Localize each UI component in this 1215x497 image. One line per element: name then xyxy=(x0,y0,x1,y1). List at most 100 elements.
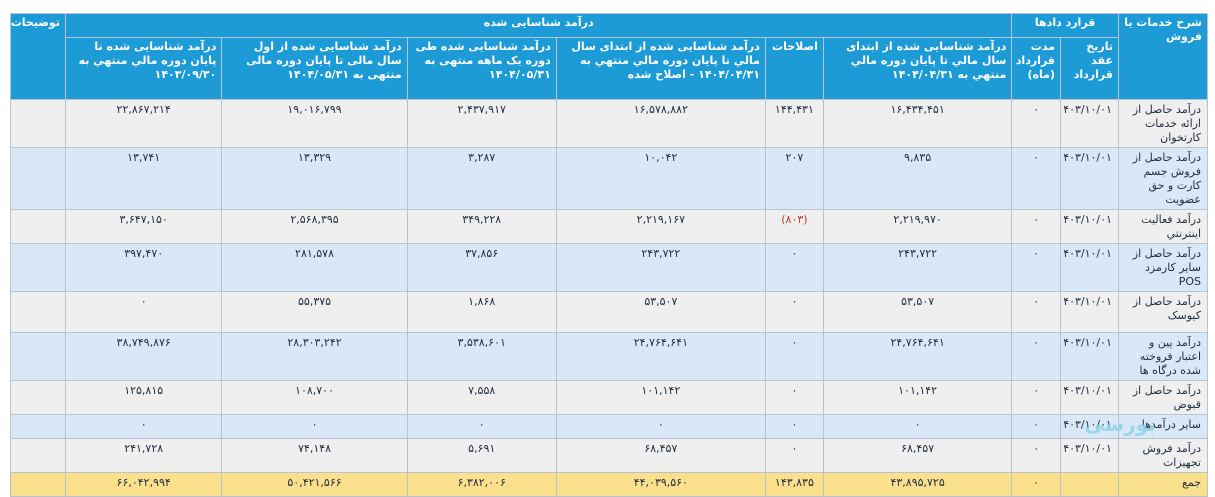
total-rev-from-start: ۴۳,۸۹۵,۷۲۵ xyxy=(822,472,1013,497)
rev-from-start-cell: ۲۴۳,۷۲۲ xyxy=(822,243,1013,292)
duration-cell: ۰ xyxy=(1011,99,1061,148)
contract-date-cell: ۱۴۰۳/۱۰/۰۱ xyxy=(1060,438,1119,473)
corrections-cell: ۲۰۷ xyxy=(764,147,824,210)
contract-date-cell: ۱۴۰۳/۱۰/۰۱ xyxy=(1060,414,1119,439)
rev-prev-cell: ۳,۶۴۷,۱۵۰ xyxy=(64,209,223,244)
contract-date-cell: ۱۴۰۳/۱۰/۰۱ xyxy=(1060,332,1119,381)
duration-cell: ۰ xyxy=(1011,209,1061,244)
duration-cell: ۰ xyxy=(1011,438,1061,473)
corrections-cell: ۰ xyxy=(764,438,824,473)
notes-cell xyxy=(10,243,66,292)
corrections-cell: ۰ xyxy=(764,291,824,333)
corrections-cell: ۰ xyxy=(764,380,824,415)
notes-cell xyxy=(10,291,66,333)
duration-cell: ۰ xyxy=(1011,147,1061,210)
total-rev-ytd: ۵۰,۴۲۱,۵۶۶ xyxy=(221,472,408,497)
header-contracts: قرارد دادها xyxy=(1011,13,1119,38)
total-corrections: ۱۴۳,۸۳۵ xyxy=(764,472,824,497)
row-description: درآمد حاصل از فروش جسم کارت و حق عضویت xyxy=(1117,147,1209,210)
total-rev-prev: ۶۶,۰۴۲,۹۹۴ xyxy=(64,472,223,497)
corrections-cell: ۰ xyxy=(764,414,824,439)
rev-month-cell: ۳۴۹,۲۲۸ xyxy=(406,209,557,244)
corrections-cell: ۰ xyxy=(764,243,824,292)
header-revenue: درآمد شناسایی شده xyxy=(64,13,1013,38)
duration-cell: ۰ xyxy=(1011,332,1061,381)
rev-from-start-cell: ۰ xyxy=(822,414,1013,439)
total-row: جمع ۰ ۴۳,۸۹۵,۷۲۵ ۱۴۳,۸۳۵ ۴۴,۰۳۹,۵۶۰ ۶,۳۸… xyxy=(10,472,1209,497)
rev-ytd-cell: ۵۵,۳۷۵ xyxy=(221,291,408,333)
rev-ytd-cell: ۲,۵۶۸,۳۹۵ xyxy=(221,209,408,244)
rev-ytd-cell: ۱۰۸,۷۰۰ xyxy=(221,380,408,415)
total-notes-cell xyxy=(10,472,66,497)
revenue-table: شرح خدمات یا فروش قرارد دادها درآمد شناس… xyxy=(10,13,1209,497)
table-row: درآمد حاصل از سایر کارمزد POS ۱۴۰۳/۱۰/۰۱… xyxy=(10,243,1209,292)
rev-from-start-cell: ۲,۲۱۹,۹۷۰ xyxy=(822,209,1013,244)
notes-cell xyxy=(10,147,66,210)
table-row: درآمد حاصل از ارائه خدمات کارتخوان ۱۴۰۳/… xyxy=(10,99,1209,148)
duration-cell: ۰ xyxy=(1011,414,1061,439)
rev-month-cell: ۳۷,۸۵۶ xyxy=(406,243,557,292)
rev-prev-cell: ۳۹۷,۴۷۰ xyxy=(64,243,223,292)
corrections-cell: ۰ xyxy=(764,332,824,381)
rev-ytd-cell: ۱۳,۳۲۹ xyxy=(221,147,408,210)
rev-prev-cell: ۳۸,۷۴۹,۸۷۶ xyxy=(64,332,223,381)
duration-cell: ۰ xyxy=(1011,243,1061,292)
page: شرح خدمات یا فروش قرارد دادها درآمد شناس… xyxy=(10,13,1209,497)
total-contract-date-cell xyxy=(1060,472,1119,497)
rev-month-cell: ۰ xyxy=(406,414,557,439)
rev-from-start-cell: ۵۳,۵۰۷ xyxy=(822,291,1013,333)
header-rev-ytd: درآمد شناسایی شده از اول سال مالی تا پای… xyxy=(221,37,408,100)
table-row: درآمد پین و اعتبار فروخته شده درگاه ها ۱… xyxy=(10,332,1209,381)
row-description: درآمد پین و اعتبار فروخته شده درگاه ها xyxy=(1117,332,1209,381)
contract-date-cell: ۱۴۰۳/۱۰/۰۱ xyxy=(1060,147,1119,210)
contract-date-cell: ۱۴۰۳/۱۰/۰۱ xyxy=(1060,243,1119,292)
table-row: درآمد حاصل از قبوض ۱۴۰۳/۱۰/۰۱ ۰ ۱۰۱,۱۴۲ … xyxy=(10,380,1209,415)
notes-cell xyxy=(10,438,66,473)
total-label: جمع xyxy=(1117,472,1209,497)
header-rev-month: درآمد شناسایی شده طی دوره یک ماهه منتهی … xyxy=(406,37,557,100)
row-description: درآمد حاصل از کیوسک xyxy=(1117,291,1209,333)
rev-corrected-cell: ۲۴,۷۶۴,۶۴۱ xyxy=(555,332,766,381)
header-notes: توضیحات xyxy=(10,13,66,100)
row-description: درآمد فعالیت اینترنتي xyxy=(1117,209,1209,244)
rev-corrected-cell: ۱۶,۵۷۸,۸۸۲ xyxy=(555,99,766,148)
notes-cell xyxy=(10,99,66,148)
duration-cell: ۰ xyxy=(1011,380,1061,415)
rev-ytd-cell: ۷۴,۱۴۸ xyxy=(221,438,408,473)
rev-corrected-cell: ۱۰۱,۱۴۲ xyxy=(555,380,766,415)
rev-prev-cell: ۱۳,۷۴۱ xyxy=(64,147,223,210)
rev-corrected-cell: ۲,۲۱۹,۱۶۷ xyxy=(555,209,766,244)
rev-prev-cell: ۰ xyxy=(64,291,223,333)
rev-ytd-cell: ۲۸۱,۵۷۸ xyxy=(221,243,408,292)
rev-corrected-cell: ۵۳,۵۰۷ xyxy=(555,291,766,333)
rev-month-cell: ۱,۸۶۸ xyxy=(406,291,557,333)
header-contract-duration: مدت قرارداد (ماه) xyxy=(1011,37,1061,100)
rev-from-start-cell: ۶۸,۴۵۷ xyxy=(822,438,1013,473)
table-row: درآمد حاصل از کیوسک ۱۴۰۳/۱۰/۰۱ ۰ ۵۳,۵۰۷ … xyxy=(10,291,1209,333)
rev-month-cell: ۷,۵۵۸ xyxy=(406,380,557,415)
notes-cell xyxy=(10,380,66,415)
brand-watermark: بورسی xyxy=(1084,412,1156,436)
corrections-cell: ۱۴۴,۴۳۱ xyxy=(764,99,824,148)
row-description: درآمد حاصل از ارائه خدمات کارتخوان xyxy=(1117,99,1209,148)
table-row: درآمد فعالیت اینترنتي ۱۴۰۳/۱۰/۰۱ ۰ ۲,۲۱۹… xyxy=(10,209,1209,244)
header-contract-date: تاریخ عقد قرارداد xyxy=(1060,37,1119,100)
table-row: درآمد حاصل از فروش جسم کارت و حق عضویت ۱… xyxy=(10,147,1209,210)
row-description: درآمد حاصل از سایر کارمزد POS xyxy=(1117,243,1209,292)
rev-month-cell: ۳,۵۳۸,۶۰۱ xyxy=(406,332,557,381)
rev-month-cell: ۲,۴۳۷,۹۱۷ xyxy=(406,99,557,148)
rev-prev-cell: ۱۲۵,۸۱۵ xyxy=(64,380,223,415)
contract-date-cell: ۱۴۰۳/۱۰/۰۱ xyxy=(1060,291,1119,333)
notes-cell xyxy=(10,332,66,381)
row-description: سایر درآمدها xyxy=(1117,414,1209,439)
total-rev-month: ۶,۳۸۲,۰۰۶ xyxy=(406,472,557,497)
table-row: سایر درآمدها ۱۴۰۳/۱۰/۰۱ ۰ ۰ ۰ ۰ ۰ ۰ ۰ xyxy=(10,414,1209,439)
rev-from-start-cell: ۲۴,۷۶۴,۶۴۱ xyxy=(822,332,1013,381)
total-rev-corrected: ۴۴,۰۳۹,۵۶۰ xyxy=(555,472,766,497)
rev-ytd-cell: ۱۹,۰۱۶,۷۹۹ xyxy=(221,99,408,148)
rev-corrected-cell: ۶۸,۴۵۷ xyxy=(555,438,766,473)
contract-date-cell: ۱۴۰۳/۱۰/۰۱ xyxy=(1060,209,1119,244)
header-rev-prev: درآمد شناسایی شده تا پایان دوره مالي منت… xyxy=(64,37,223,100)
rev-month-cell: ۵,۶۹۱ xyxy=(406,438,557,473)
duration-cell: ۰ xyxy=(1011,291,1061,333)
